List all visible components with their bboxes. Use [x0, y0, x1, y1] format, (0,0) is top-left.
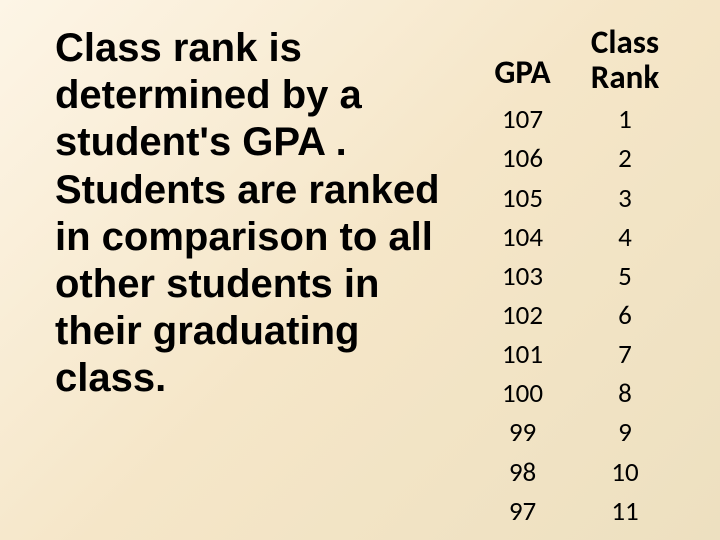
- table-row: 1071: [475, 100, 690, 139]
- rank-table: GPA Class Rank 1071106210531044103510261…: [475, 25, 690, 540]
- cell-gpa: 100: [475, 374, 570, 413]
- table-row: 9810: [475, 453, 690, 492]
- cell-gpa: 104: [475, 218, 570, 257]
- header-rank: Class Rank: [570, 25, 680, 94]
- table-header-row: GPA Class Rank: [475, 25, 690, 94]
- cell-rank: 5: [570, 257, 680, 296]
- cell-rank: 2: [570, 139, 680, 178]
- cell-gpa: 103: [475, 257, 570, 296]
- cell-gpa: 105: [475, 179, 570, 218]
- table-row: 1053: [475, 179, 690, 218]
- cell-gpa: 102: [475, 296, 570, 335]
- header-gpa: GPA: [475, 25, 570, 94]
- cell-rank: 6: [570, 296, 680, 335]
- cell-rank: 9: [570, 413, 680, 452]
- table-row: 1008: [475, 374, 690, 413]
- cell-rank: 8: [570, 374, 680, 413]
- cell-gpa: 97: [475, 492, 570, 531]
- header-rank-line1: Class: [570, 25, 680, 60]
- cell-rank: 11: [570, 492, 680, 531]
- slide-container: Class rank is determined by a student's …: [0, 0, 720, 540]
- cell-gpa: 101: [475, 335, 570, 374]
- cell-rank: 1: [570, 100, 680, 139]
- cell-rank: 3: [570, 179, 680, 218]
- table-row: 1044: [475, 218, 690, 257]
- cell-gpa: 106: [475, 139, 570, 178]
- table-row: 9711: [475, 492, 690, 531]
- cell-gpa: 98: [475, 453, 570, 492]
- table-row: 1035: [475, 257, 690, 296]
- table-row: 1062: [475, 139, 690, 178]
- table-body: 1071106210531044103510261017100899998109…: [475, 100, 690, 531]
- table-row: 999: [475, 413, 690, 452]
- cell-rank: 7: [570, 335, 680, 374]
- header-rank-line2: Rank: [570, 60, 680, 95]
- table-row: 1026: [475, 296, 690, 335]
- cell-gpa: 107: [475, 100, 570, 139]
- cell-rank: 10: [570, 453, 680, 492]
- cell-rank: 4: [570, 218, 680, 257]
- cell-gpa: 99: [475, 413, 570, 452]
- body-paragraph: Class rank is determined by a student's …: [55, 25, 475, 540]
- table-row: 1017: [475, 335, 690, 374]
